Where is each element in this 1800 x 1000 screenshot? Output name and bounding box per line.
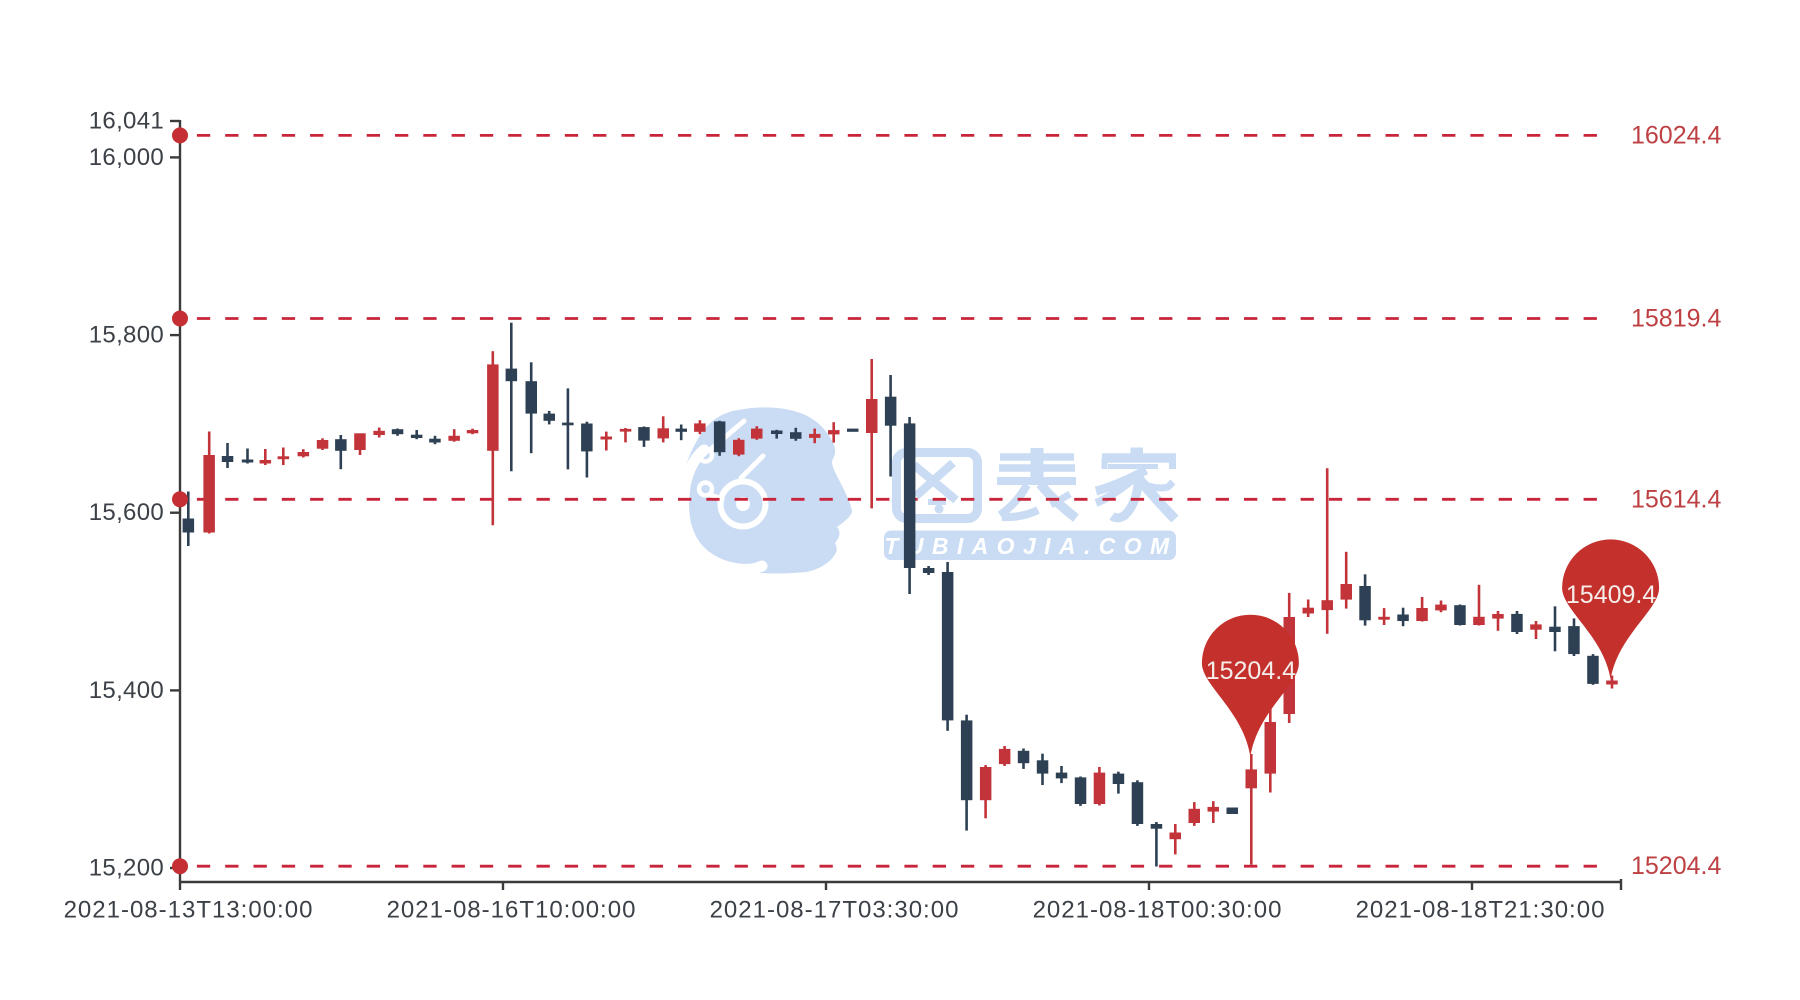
svg-text:2021-08-18T00:30:00: 2021-08-18T00:30:00	[1033, 897, 1283, 924]
svg-text:15,200: 15,200	[89, 855, 164, 882]
svg-text:15204.4: 15204.4	[1631, 852, 1721, 880]
svg-text:2021-08-16T10:00:00: 2021-08-16T10:00:00	[387, 897, 637, 924]
svg-text:15819.4: 15819.4	[1631, 305, 1721, 333]
svg-text:15614.4: 15614.4	[1631, 485, 1721, 513]
svg-text:15,600: 15,600	[89, 499, 164, 526]
svg-text:16024.4: 16024.4	[1631, 121, 1721, 149]
svg-text:2021-08-18T21:30:00: 2021-08-18T21:30:00	[1356, 897, 1606, 924]
svg-text:15409.4: 15409.4	[1566, 581, 1656, 609]
svg-text:15,800: 15,800	[89, 322, 164, 349]
svg-text:15204.4: 15204.4	[1206, 657, 1296, 685]
svg-text:15,400: 15,400	[89, 677, 164, 704]
svg-text:2021-08-13T13:00:00: 2021-08-13T13:00:00	[64, 897, 314, 924]
svg-text:TUBIAOJIA.COM: TUBIAOJIA.COM	[884, 533, 1177, 559]
svg-text:16,000: 16,000	[89, 144, 164, 171]
svg-text:16,041: 16,041	[89, 108, 164, 135]
svg-text:2021-08-17T03:30:00: 2021-08-17T03:30:00	[710, 897, 960, 924]
